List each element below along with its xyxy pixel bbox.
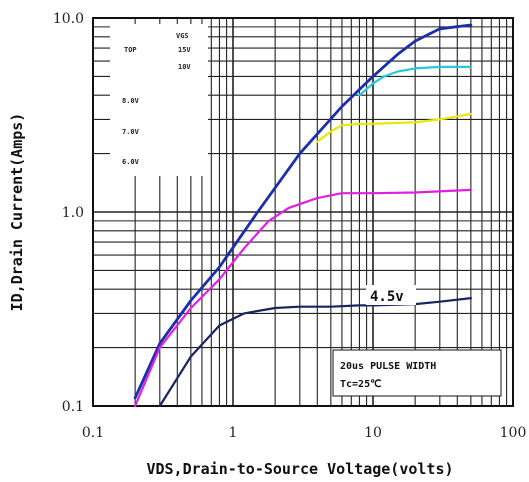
curve-label-4-5v: 4.5v: [370, 289, 404, 305]
legend-entry-8v: 8.0V: [122, 97, 140, 105]
x-tick-label: 1: [229, 425, 238, 441]
y-tick-label: 0.1: [62, 399, 84, 415]
series-lines: [133, 23, 473, 408]
legend-entry-10v: 10V: [178, 63, 191, 71]
curve-label-background: [366, 285, 416, 305]
x-tick-label: 100: [500, 425, 527, 441]
series-line-2: [316, 112, 472, 143]
legend-entry-6v: 6.0V: [122, 158, 140, 166]
y-tick-label: 1.0: [62, 205, 84, 221]
tick-labels: 0.1 1 10 100 0.1 1.0 10.0: [53, 11, 527, 441]
legend-top-prefix: TOP: [124, 46, 137, 54]
x-axis-label: VDS,Drain-to-Source Voltage(volts): [146, 460, 453, 478]
legend: VGS TOP 15V 10V 8.0V 7.0V 6.0V: [110, 24, 208, 176]
annotation-pulse-width: 20us PULSE WIDTH: [340, 361, 436, 372]
x-tick-label: 10: [364, 425, 382, 441]
annotation-temperature: Tc=25℃: [340, 379, 381, 390]
legend-header: VGS: [176, 32, 189, 40]
annotation-background: [332, 349, 502, 397]
x-tick-label: 0.1: [82, 425, 104, 441]
legend-entry-7v: 7.0V: [122, 128, 140, 136]
annotation-box: 20us PULSE WIDTH Tc=25℃: [332, 349, 502, 397]
series-line-4: [158, 297, 472, 408]
y-tick-label: 10.0: [53, 11, 84, 27]
legend-entry-15v: 15V: [178, 46, 191, 54]
y-axis-label: ID,Drain Current(Amps): [8, 113, 26, 312]
legend-background: [110, 24, 208, 176]
series-line-1: [358, 65, 472, 97]
series-line-0: [133, 23, 473, 400]
series-line-3: [134, 188, 472, 408]
plot-frame: [92, 17, 514, 407]
